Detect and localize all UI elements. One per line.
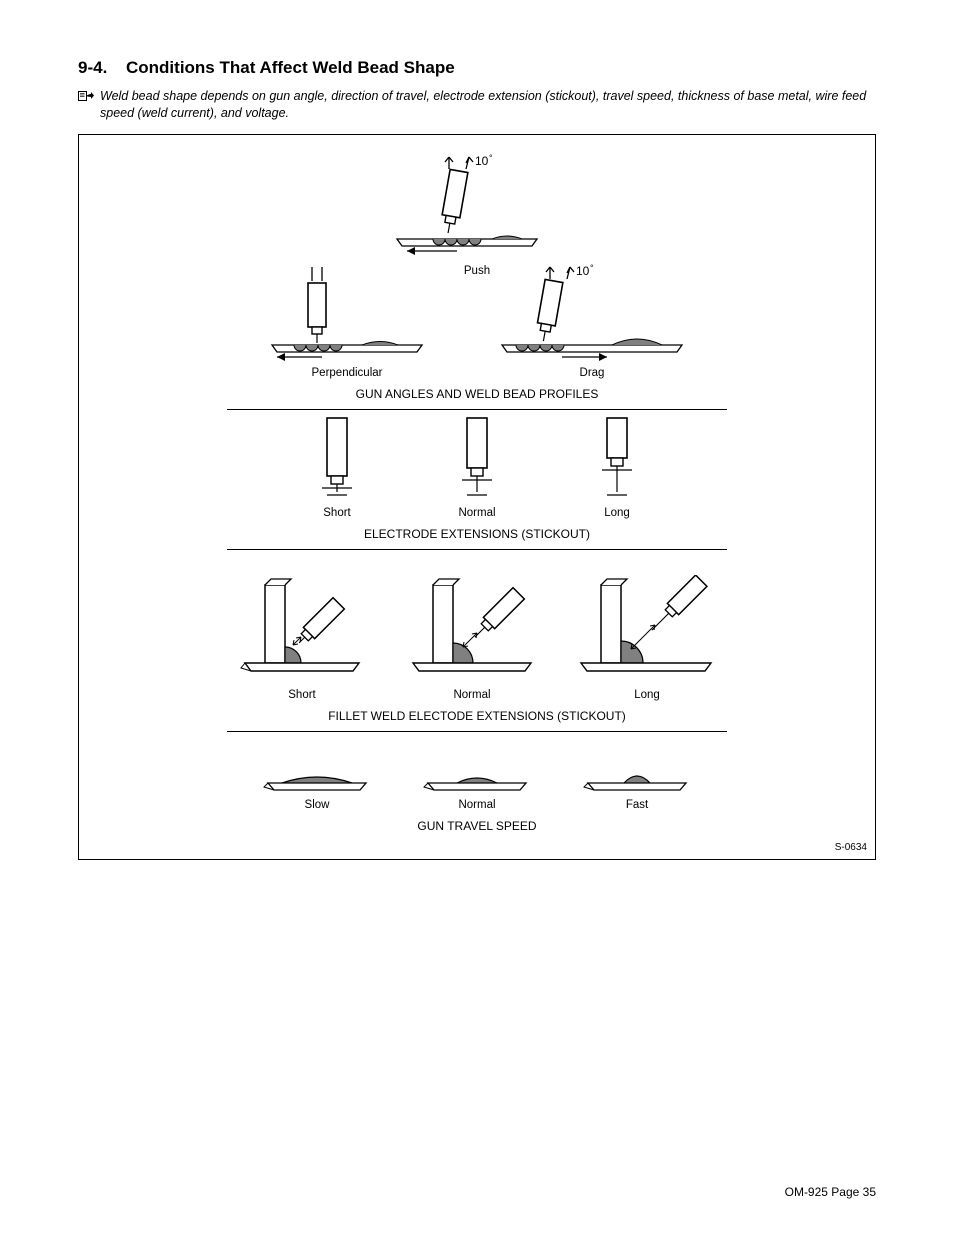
fillet-normal-cell: Normal — [407, 575, 537, 701]
speed-normal-cell: Normal — [422, 765, 532, 811]
drag-label: Drag — [492, 367, 692, 379]
stickout-normal-cell: Normal — [447, 413, 507, 519]
angles-title: GUN ANGLES AND WELD BEAD PROFILES — [227, 387, 727, 401]
drag-cell: 10 ° Drag — [492, 263, 692, 379]
fillet-long-label: Long — [577, 689, 717, 701]
fillet-normal-label: Normal — [407, 689, 537, 701]
svg-text:10: 10 — [475, 154, 489, 168]
speed-normal-label: Normal — [422, 799, 532, 811]
stickout-short-cell: Short — [307, 413, 367, 519]
svg-text:10: 10 — [576, 264, 590, 278]
fillet-normal-diagram — [407, 575, 537, 685]
svg-text:°: ° — [590, 263, 594, 273]
fillet-short-label: Short — [237, 689, 367, 701]
heading-number: 9-4. — [78, 58, 126, 78]
speed-fast-cell: Fast — [582, 765, 692, 811]
note-row: Weld bead shape depends on gun angle, di… — [78, 88, 876, 122]
fillet-short-cell: Short — [237, 575, 367, 701]
stickout-long-diagram — [587, 413, 647, 503]
speed-slow-diagram — [262, 765, 372, 795]
speed-fast-diagram — [582, 765, 692, 795]
fillet-short-diagram — [237, 575, 367, 685]
drag-gun-diagram: 10 ° — [492, 263, 692, 363]
speed-normal-diagram — [422, 765, 532, 795]
speed-slow-label: Slow — [262, 799, 372, 811]
note-text: Weld bead shape depends on gun angle, di… — [100, 88, 876, 122]
perpendicular-gun-diagram — [262, 263, 432, 363]
fillet-long-cell: Long — [577, 575, 717, 701]
separator-2 — [227, 549, 727, 550]
stickout-title: ELECTRODE EXTENSIONS (STICKOUT) — [227, 527, 727, 541]
stickout-short-diagram — [307, 413, 367, 503]
separator-1 — [227, 409, 727, 410]
stickout-normal-label: Normal — [447, 507, 507, 519]
svg-text:°: ° — [489, 153, 493, 163]
diagram-box: 10 ° Push — [78, 134, 876, 860]
fillet-title: FILLET WELD ELECTODE EXTENSIONS (STICKOU… — [227, 709, 727, 723]
separator-3 — [227, 731, 727, 732]
speed-title: GUN TRAVEL SPEED — [262, 819, 692, 833]
stickout-short-label: Short — [307, 507, 367, 519]
push-gun-diagram: 10 ° — [377, 151, 577, 261]
section-heading: 9-4.Conditions That Affect Weld Bead Sha… — [78, 58, 876, 78]
perpendicular-cell: Perpendicular — [262, 263, 432, 379]
pointer-icon — [78, 89, 96, 103]
stickout-long-label: Long — [587, 507, 647, 519]
stickout-normal-diagram — [447, 413, 507, 503]
speed-fast-label: Fast — [582, 799, 692, 811]
ref-label: S-0634 — [835, 842, 867, 853]
page-footer: OM-925 Page 35 — [785, 1185, 876, 1199]
fillet-long-diagram — [577, 575, 717, 685]
stickout-long-cell: Long — [587, 413, 647, 519]
speed-slow-cell: Slow — [262, 765, 372, 811]
perpendicular-label: Perpendicular — [262, 367, 432, 379]
heading-title: Conditions That Affect Weld Bead Shape — [126, 58, 455, 77]
